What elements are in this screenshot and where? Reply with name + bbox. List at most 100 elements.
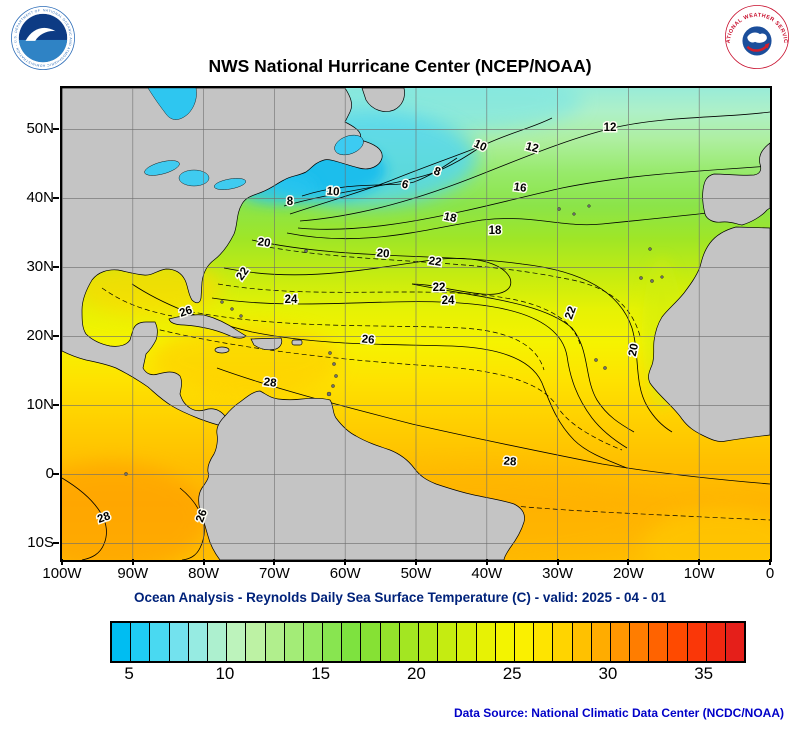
contour-label: 28 [503,456,517,469]
colorbar-cell [475,623,495,661]
y-tick-label: 10S [27,534,54,552]
colorbar-cell [302,623,323,661]
colorbar-cell [533,623,553,661]
colorbar-cell [264,623,284,661]
y-tick-mark [53,404,59,407]
y-tick-mark [53,335,59,338]
contour-label: 18 [442,211,458,226]
colorbar-cell [437,623,457,661]
colorbar-cell [206,623,227,661]
colorbar-tick-label: 30 [598,664,618,683]
colorbar-cell [667,623,687,661]
nws-swirl-arrow [764,42,770,49]
contour-label: 26 [178,304,194,319]
noaa-logo: NATIONAL OCEANIC AND ATMOSPHERIC ADMINIS… [10,5,75,70]
contour-label: 28 [263,376,278,390]
colorbar [110,621,746,663]
y-tick-label: 0 [45,465,54,483]
contour-label: 12 [524,141,539,156]
y-tick-label: 20N [26,327,54,345]
colorbar-tick-label: 10 [215,664,235,683]
hudson-bay [147,88,197,120]
lake-erie-ontario [214,178,246,190]
small-islands [124,204,664,476]
contour-label: 24 [442,295,455,307]
contour-label: 20 [257,236,271,250]
y-tick-label: 10N [26,396,54,414]
contour-label: 20 [376,247,390,260]
jamaica [214,346,230,354]
x-tick-label: 100W [42,565,82,582]
colorbar-cell [130,623,150,661]
contour-label: 22 [428,255,442,269]
colorbar-cell [590,623,610,661]
y-tick-label: 50N [26,120,54,138]
x-tick-label: 80W [188,565,220,582]
colorbar-cell [571,623,591,661]
page-title: NWS National Hurricane Center (NCEP/NOAA… [208,56,592,76]
x-tick-label: 60W [329,565,361,582]
colorbar-cell [725,623,745,661]
colorbar-cell [245,623,265,661]
noaa-emblem-sea [18,39,68,63]
y-tick-mark [53,197,59,200]
inland-waters [144,88,364,190]
labrador-coast [361,88,405,112]
contour-label: 18 [489,225,502,237]
south-america [198,390,525,560]
colorbar-cell [705,623,725,661]
lat-lon-grid [62,88,770,560]
colorbar-cell [629,623,649,661]
contour-label: 22 [433,282,446,294]
colorbar-tick-label: 35 [694,664,714,683]
colorbar-cell [187,623,207,661]
colorbar-cell [112,623,131,661]
contour-label: 24 [285,294,298,306]
colorbar-cell [494,623,514,661]
colorbar-cell [226,623,246,661]
data-source-note: Data Source: National Climatic Data Cent… [453,706,784,720]
x-tick-label: 70W [258,565,290,582]
colorbar-cell [168,623,188,661]
colorbar-cell [418,623,438,661]
colorbar-cell [686,623,706,661]
colorbar-cell [456,623,476,661]
lake-michigan-huron [178,169,210,187]
colorbar-cell [360,623,380,661]
y-tick-mark [53,473,59,476]
x-tick-label: 20W [612,565,644,582]
colorbar-cell [648,623,668,661]
x-tick-label: 30W [542,565,574,582]
y-tick-mark [53,266,59,269]
contour-label: 20 [627,342,641,357]
gulf-of-st-lawrence [334,134,364,156]
y-tick-label: 40N [26,189,54,207]
x-tick-label: 90W [117,565,149,582]
colorbar-cell [609,623,630,661]
x-tick-label: 50W [400,565,432,582]
colorbar-cell [552,623,572,661]
x-tick-label: 40W [471,565,503,582]
nws-logo: NATIONAL WEATHER SERVICE [724,4,789,69]
contour-label: 12 [604,122,617,134]
iberia-france [702,142,770,226]
contour-label: 10 [326,185,340,198]
colorbar-tick-label: 15 [311,664,331,683]
colorbar-tick-label: 20 [406,664,426,683]
y-tick-mark [53,542,59,545]
y-tick-mark [53,128,59,131]
x-tick-label: 10W [683,565,715,582]
contour-label: 8 [287,196,294,208]
cuba [168,314,247,339]
contour-label: 26 [361,333,375,346]
colorbar-cell [341,623,361,661]
africa [648,226,770,442]
x-tick-label: 0 [765,565,775,582]
puerto-rico [291,339,303,346]
contour-label: 16 [513,181,527,195]
map-subtitle: Ocean Analysis - Reynolds Daily Sea Surf… [134,590,666,605]
colorbar-cell [398,623,418,661]
